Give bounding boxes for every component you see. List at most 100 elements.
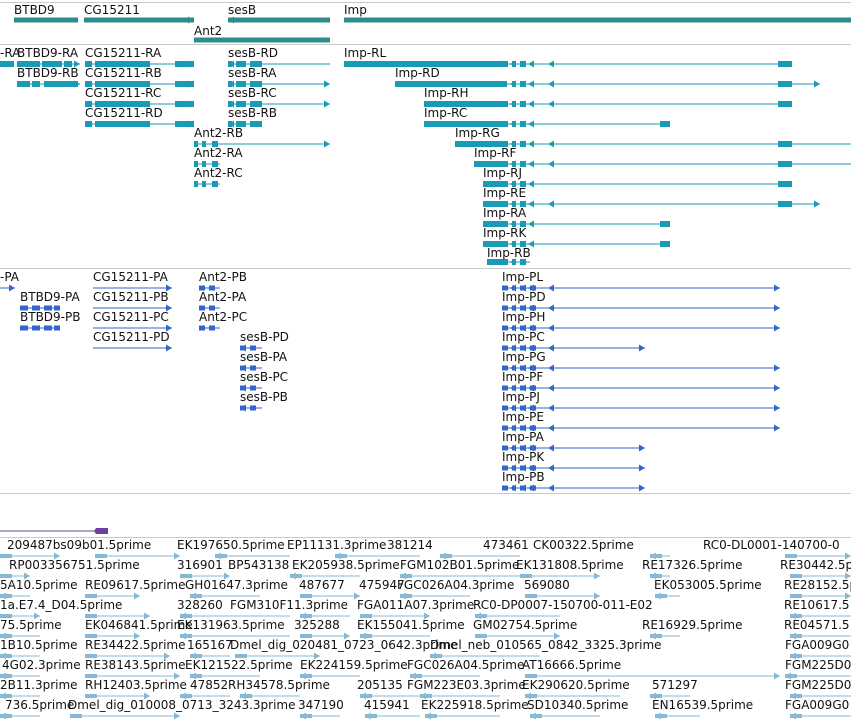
exon-block[interactable] xyxy=(202,161,206,167)
strand-arrow[interactable] xyxy=(190,672,196,680)
strand-arrow[interactable] xyxy=(774,424,780,432)
exon-block[interactable] xyxy=(250,345,256,351)
exon-block[interactable] xyxy=(14,17,78,23)
transcript-label[interactable]: Imp-RJ xyxy=(483,166,523,180)
strand-arrow[interactable] xyxy=(520,60,526,68)
transcript-label[interactable]: Imp-RC xyxy=(424,106,468,120)
est-label[interactable]: 736.5prime xyxy=(5,698,75,712)
exon-block[interactable] xyxy=(95,81,150,87)
exon-block[interactable] xyxy=(502,365,508,371)
est-label[interactable]: FGA009G0 xyxy=(785,638,850,652)
transcript-label[interactable]: Imp-RD xyxy=(395,66,440,80)
strand-arrow[interactable] xyxy=(548,60,554,68)
est-label[interactable]: FGC026A04.3prime xyxy=(397,578,515,592)
transcript-label[interactable]: CG15211-RA xyxy=(85,46,162,60)
exon-block[interactable] xyxy=(395,81,507,87)
est-label[interactable]: 1B10.5prime xyxy=(0,638,78,652)
exon-block[interactable] xyxy=(175,81,194,87)
strand-arrow[interactable] xyxy=(188,60,194,68)
exon-block[interactable] xyxy=(212,161,218,167)
transcript-label[interactable]: sesB-RB xyxy=(228,106,278,120)
strand-arrow[interactable] xyxy=(228,80,234,88)
exon-block[interactable] xyxy=(70,714,82,718)
protein-label[interactable]: CG15211-PB xyxy=(93,290,169,304)
strand-arrow[interactable] xyxy=(520,364,526,372)
strand-arrow[interactable] xyxy=(215,552,221,560)
est-label[interactable]: EK205938.5prime xyxy=(292,558,400,572)
protein-label[interactable]: Imp-PD xyxy=(502,290,546,304)
exon-block[interactable] xyxy=(85,61,92,67)
strand-arrow[interactable] xyxy=(520,240,526,248)
est-label[interactable]: 4G02.3prime xyxy=(2,658,81,672)
protein-label[interactable]: Ant2-PC xyxy=(199,310,248,324)
strand-arrow[interactable] xyxy=(510,284,516,292)
exon-block[interactable] xyxy=(32,305,40,311)
strand-arrow[interactable] xyxy=(520,344,526,352)
strand-arrow[interactable] xyxy=(324,100,330,108)
exon-block[interactable] xyxy=(236,101,246,107)
exon-block[interactable] xyxy=(85,634,97,638)
est-label[interactable]: EK290620.5prime xyxy=(522,678,630,692)
strand-arrow[interactable] xyxy=(324,80,330,88)
transcript-label[interactable]: Imp-RL xyxy=(344,46,387,60)
exon-block[interactable] xyxy=(212,141,218,147)
exon-block[interactable] xyxy=(95,61,150,67)
strand-arrow[interactable] xyxy=(650,552,656,560)
exon-block[interactable] xyxy=(483,221,508,227)
exon-block[interactable] xyxy=(32,81,40,87)
strand-arrow[interactable] xyxy=(240,344,246,352)
protein-label[interactable]: BTBD9-PB xyxy=(20,310,81,324)
exon-block[interactable] xyxy=(175,61,194,67)
transcript-label[interactable]: sesB-RD xyxy=(228,46,279,60)
strand-arrow[interactable] xyxy=(0,592,6,600)
strand-arrow[interactable] xyxy=(144,612,150,620)
strand-arrow[interactable] xyxy=(520,284,526,292)
exon-block[interactable] xyxy=(520,574,532,578)
exon-block[interactable] xyxy=(250,61,262,67)
exon-block[interactable] xyxy=(778,201,792,207)
exon-block[interactable] xyxy=(660,221,670,227)
est-label[interactable]: 2B11.3prime xyxy=(0,678,78,692)
strand-arrow[interactable] xyxy=(528,120,534,128)
est-label[interactable]: EK131808.5prime xyxy=(516,558,624,572)
exon-block[interactable] xyxy=(44,81,78,87)
strand-arrow[interactable] xyxy=(774,672,780,680)
est-label[interactable]: RE04571.5 xyxy=(784,618,850,632)
exon-block[interactable] xyxy=(502,445,508,451)
strand-arrow[interactable] xyxy=(525,692,531,700)
protein-label[interactable]: Imp-PH xyxy=(502,310,546,324)
strand-arrow[interactable] xyxy=(0,632,6,640)
exon-block[interactable] xyxy=(202,141,206,147)
exon-block[interactable] xyxy=(85,694,97,698)
strand-arrow[interactable] xyxy=(785,672,791,680)
exon-block[interactable] xyxy=(194,161,198,167)
strand-arrow[interactable] xyxy=(520,100,526,108)
transcript-label[interactable]: sesB-RC xyxy=(228,86,277,100)
strand-arrow[interactable] xyxy=(0,672,6,680)
protein-label[interactable]: CG15211-PD xyxy=(93,330,170,344)
strand-arrow[interactable] xyxy=(845,592,851,600)
est-label[interactable]: EK053005.5prime xyxy=(654,578,762,592)
strand-arrow[interactable] xyxy=(528,424,534,432)
est-label[interactable]: Dmel_neb_010565_0842_3325.3prime xyxy=(430,638,662,652)
est-label[interactable]: EP11131.3prime xyxy=(287,538,387,552)
est-label[interactable]: BP543138 xyxy=(228,558,290,572)
strand-arrow[interactable] xyxy=(790,612,796,620)
strand-arrow[interactable] xyxy=(774,384,780,392)
strand-arrow[interactable] xyxy=(188,16,194,24)
transcript-label[interactable]: Ant2-RA xyxy=(194,146,243,160)
est-label[interactable]: FGC026A04.5prime xyxy=(407,658,525,672)
strand-arrow[interactable] xyxy=(528,100,534,108)
strand-arrow[interactable] xyxy=(54,552,60,560)
variant-arrow[interactable] xyxy=(94,528,108,534)
exon-block[interactable] xyxy=(790,594,802,598)
est-label[interactable]: 5A10.5prime xyxy=(0,578,78,592)
exon-block[interactable] xyxy=(44,305,52,311)
strand-arrow[interactable] xyxy=(166,304,172,312)
strand-arrow[interactable] xyxy=(510,324,516,332)
protein-label[interactable]: Imp-PJ xyxy=(502,390,540,404)
strand-arrow[interactable] xyxy=(845,552,851,560)
est-label[interactable]: FGM102B01.5prime xyxy=(400,558,520,572)
strand-arrow[interactable] xyxy=(344,632,350,640)
strand-arrow[interactable] xyxy=(510,220,516,228)
